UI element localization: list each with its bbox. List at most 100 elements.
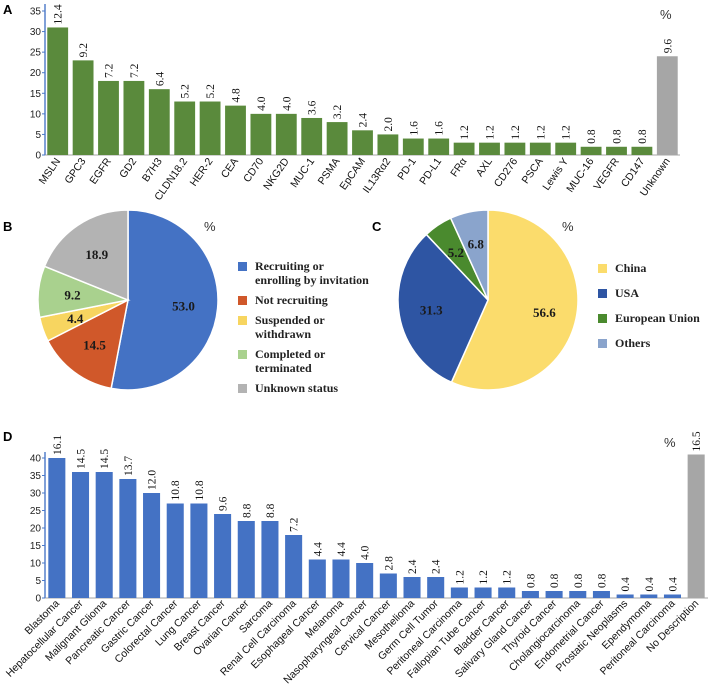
a-bar bbox=[275, 113, 297, 155]
d-bar bbox=[474, 587, 492, 598]
d-value-label: 0.4 bbox=[667, 577, 679, 592]
d-value-label: 1.2 bbox=[502, 570, 514, 585]
a-category-label: PSCA bbox=[520, 156, 546, 186]
a-bar bbox=[148, 89, 170, 155]
a-bar bbox=[174, 101, 196, 155]
d-y-tick-label: 35 bbox=[30, 471, 42, 482]
c-slice-label: 31.3 bbox=[420, 303, 443, 318]
d-value-label: 2.4 bbox=[431, 559, 443, 574]
a-bar bbox=[631, 146, 653, 155]
d-value-label: 10.8 bbox=[170, 480, 182, 500]
d-bar bbox=[427, 577, 445, 598]
d-value-label: 0.8 bbox=[525, 573, 537, 588]
a-value-label: 3.2 bbox=[332, 104, 344, 119]
c-legend-swatch bbox=[598, 314, 607, 323]
a-y-tick-label: 10 bbox=[30, 109, 42, 120]
a-bar bbox=[326, 122, 348, 155]
panel-letter-a: A bbox=[3, 2, 13, 17]
c-slice bbox=[450, 209, 579, 391]
a-bar bbox=[580, 146, 602, 155]
a-bar bbox=[428, 138, 450, 155]
d-bar bbox=[190, 503, 208, 598]
a-category-label: AXL bbox=[474, 156, 495, 179]
d-value-label: 7.2 bbox=[289, 517, 301, 532]
d-bar bbox=[308, 559, 326, 598]
d-y-tick-label: 10 bbox=[30, 559, 42, 570]
b-slice-label: 53.0 bbox=[172, 298, 195, 313]
a-value-label: 12.4 bbox=[53, 4, 65, 24]
b-legend-label: terminated bbox=[255, 361, 312, 375]
d-bar bbox=[640, 594, 658, 598]
b-legend-swatch bbox=[238, 262, 247, 271]
d-value-label: 1.2 bbox=[454, 570, 466, 585]
c-slice bbox=[397, 233, 489, 384]
c-slice bbox=[449, 209, 489, 301]
d-value-label: 0.8 bbox=[573, 573, 585, 588]
a-y-tick-label: 25 bbox=[30, 48, 42, 59]
a-bar bbox=[479, 142, 500, 155]
d-bar bbox=[498, 587, 516, 598]
a-value-label: 5.2 bbox=[205, 84, 217, 99]
d-value-label: 10.8 bbox=[194, 480, 206, 500]
c-legend-label: Others bbox=[615, 336, 651, 350]
b-legend-label: Unknown status bbox=[255, 381, 338, 395]
a-category-label: FRα bbox=[448, 156, 469, 179]
a-y-tick-label: 15 bbox=[30, 89, 42, 100]
panel-b-unit: % bbox=[204, 219, 216, 234]
d-bar bbox=[143, 493, 161, 598]
bar-chart-d: 051015202530354016.1Blastoma14.5Hepatoce… bbox=[4, 431, 708, 686]
b-slice bbox=[43, 209, 129, 302]
a-value-label: 1.2 bbox=[535, 125, 547, 140]
d-y-tick-label: 25 bbox=[30, 506, 42, 517]
d-value-label: 2.8 bbox=[383, 556, 395, 571]
d-bar bbox=[48, 458, 66, 598]
b-legend-label: enrolling by invitation bbox=[255, 273, 369, 287]
panel-letter-b: B bbox=[3, 219, 12, 234]
d-value-label: 13.7 bbox=[123, 456, 135, 476]
b-legend-label: Suspended or bbox=[255, 313, 325, 327]
a-value-label: 1.6 bbox=[434, 121, 446, 136]
pie-chart-b: 53.0 14.5 4.4 9.2 18.9 Recruiting orenrolling… bbox=[37, 209, 369, 395]
a-value-label: 0.8 bbox=[637, 129, 649, 144]
d-bar bbox=[119, 479, 137, 598]
a-bar bbox=[199, 101, 221, 155]
d-bar bbox=[166, 503, 184, 598]
a-category-label: CD70 bbox=[241, 156, 266, 185]
d-y-tick-label: 0 bbox=[35, 594, 41, 605]
a-y-tick-label: 5 bbox=[35, 130, 41, 141]
d-bar bbox=[332, 559, 350, 598]
b-legend-swatch bbox=[238, 316, 247, 325]
d-y-tick-label: 30 bbox=[30, 489, 42, 500]
a-bar bbox=[377, 134, 399, 155]
a-bar bbox=[72, 60, 94, 155]
a-category-label: GPC3 bbox=[62, 156, 88, 186]
d-value-label: 0.8 bbox=[596, 573, 608, 588]
b-slice-label: 18.9 bbox=[85, 247, 108, 262]
a-bar bbox=[352, 130, 373, 155]
d-value-label: 8.8 bbox=[265, 503, 277, 518]
d-bar bbox=[450, 587, 468, 598]
a-bar bbox=[656, 56, 678, 155]
d-value-label: 0.4 bbox=[644, 577, 656, 592]
a-bar bbox=[301, 117, 323, 155]
d-bar bbox=[521, 591, 539, 598]
a-category-label: VEGFR bbox=[591, 155, 622, 192]
a-bar bbox=[250, 113, 272, 155]
d-bar bbox=[285, 535, 303, 598]
a-bar bbox=[47, 27, 69, 156]
a-y-tick-label: 0 bbox=[35, 151, 41, 162]
c-legend-label: European Union bbox=[615, 311, 700, 325]
d-value-label: 1.2 bbox=[478, 570, 490, 585]
a-value-label: 0.8 bbox=[612, 129, 624, 144]
panel-a-unit: % bbox=[660, 7, 672, 22]
b-slice-label: 14.5 bbox=[83, 338, 106, 353]
d-value-label: 8.8 bbox=[241, 503, 253, 518]
d-value-label: 2.4 bbox=[407, 559, 419, 574]
d-bar bbox=[616, 594, 634, 598]
b-legend-label: Completed or bbox=[255, 347, 326, 361]
c-legend-label: USA bbox=[615, 286, 639, 300]
a-value-label: 1.2 bbox=[561, 125, 573, 140]
d-bar bbox=[71, 472, 90, 598]
